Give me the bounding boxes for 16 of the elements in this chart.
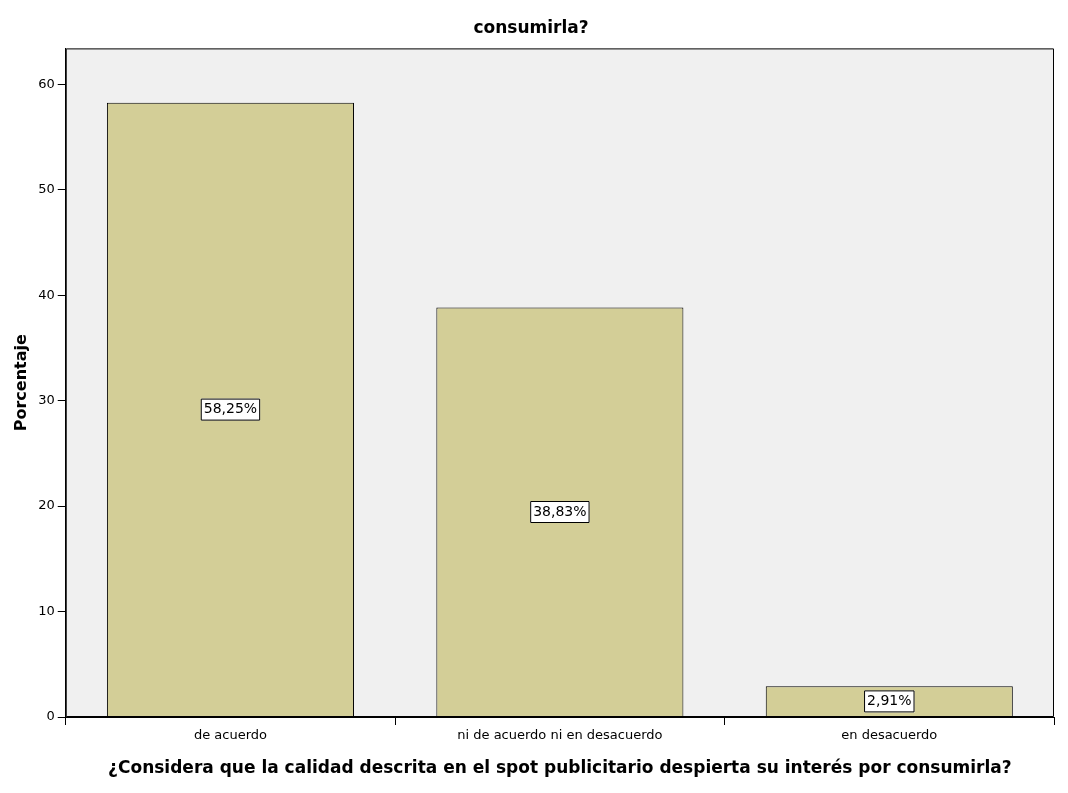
y-axis-title: Porcentaje: [10, 334, 30, 432]
y-tick-label: 50: [38, 181, 55, 197]
y-tick-label: 40: [38, 286, 55, 302]
x-tick-label: ni de acuerdo ni en desacuerdo: [457, 727, 663, 743]
x-tick-label: de acuerdo: [193, 727, 268, 743]
chart-title: consumirla?: [473, 16, 589, 37]
data-label: 2,91%: [867, 692, 912, 709]
data-label: 38,83%: [533, 502, 587, 519]
data-label: 58,25%: [203, 400, 258, 417]
y-tick-label: 0: [46, 708, 55, 724]
y-tick-label: 10: [38, 602, 55, 618]
y-tick-label: 20: [38, 497, 55, 513]
x-axis-title: ¿Considera que la calidad descrita en el spot publicitario despierta su interés por consumirla?: [108, 757, 1012, 778]
y-tick-label: 30: [38, 392, 55, 407]
y-tick-label: 60: [38, 75, 55, 91]
x-tick-label: en desacuerdo: [841, 727, 938, 743]
